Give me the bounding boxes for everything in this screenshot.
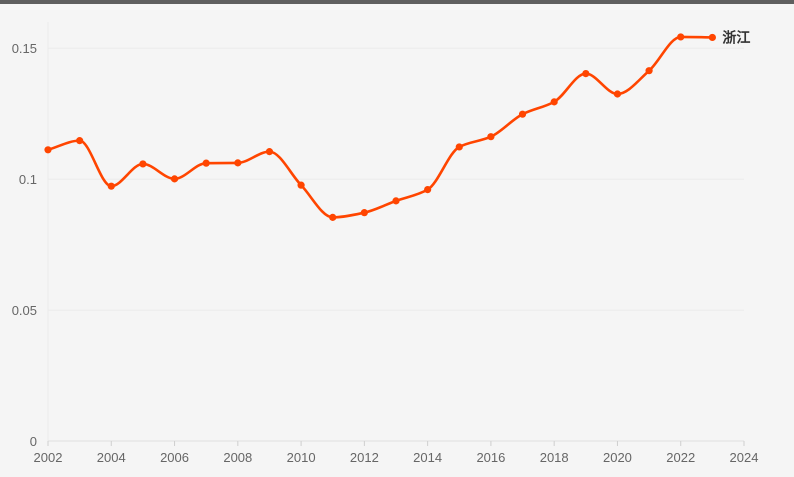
data-point[interactable]: [613, 90, 622, 98]
data-point[interactable]: [455, 143, 463, 151]
series-line: [46, 35, 714, 219]
data-point[interactable]: [424, 186, 432, 194]
data-point[interactable]: [677, 33, 685, 41]
x-tick-label: 2014: [413, 450, 442, 465]
data-point[interactable]: [76, 137, 84, 145]
top-border: [0, 0, 794, 4]
data-point[interactable]: [518, 110, 527, 118]
y-tick-label: 0.05: [12, 303, 37, 318]
x-tick-label: 2018: [540, 450, 569, 465]
data-point[interactable]: [582, 69, 590, 78]
x-tick-label: 2012: [350, 450, 379, 465]
data-point[interactable]: [107, 182, 115, 190]
data-point[interactable]: [360, 209, 368, 217]
grid-lines: [47, 22, 744, 442]
x-tick-label: 2008: [223, 450, 252, 465]
x-tick-label: 2016: [476, 450, 505, 465]
x-tick-label: 2022: [666, 450, 695, 465]
y-axis: 0 0.05 0.1 0.15: [12, 41, 37, 449]
x-tick-label: 2020: [603, 450, 632, 465]
y-tick-label: 0.1: [19, 172, 37, 187]
x-axis: 2002 2004 2006 2008 2010 2012 2014 2016 2018 2020…: [34, 441, 759, 465]
x-tick-label: 2002: [34, 450, 63, 465]
data-point[interactable]: [170, 175, 179, 183]
x-tick-label: 2004: [97, 450, 126, 465]
data-point[interactable]: [329, 213, 337, 221]
data-point[interactable]: [708, 33, 716, 42]
data-point[interactable]: [550, 98, 558, 106]
x-tick-label: 2010: [287, 450, 316, 465]
x-tick-label: 2024: [730, 450, 759, 465]
data-point[interactable]: [139, 160, 147, 168]
data-point[interactable]: [44, 146, 52, 154]
y-tick-label: 0: [30, 434, 37, 449]
y-tick-label: 0.15: [12, 41, 37, 56]
series-group: 浙江: [44, 29, 750, 221]
series-label: 浙江: [722, 29, 750, 46]
data-point[interactable]: [234, 159, 242, 167]
data-point[interactable]: [297, 181, 305, 189]
data-point[interactable]: [202, 159, 210, 167]
data-point[interactable]: [487, 133, 495, 141]
data-point[interactable]: [392, 197, 400, 205]
data-point[interactable]: [645, 67, 653, 75]
data-point[interactable]: [265, 148, 274, 156]
x-tick-label: 2006: [160, 450, 189, 465]
